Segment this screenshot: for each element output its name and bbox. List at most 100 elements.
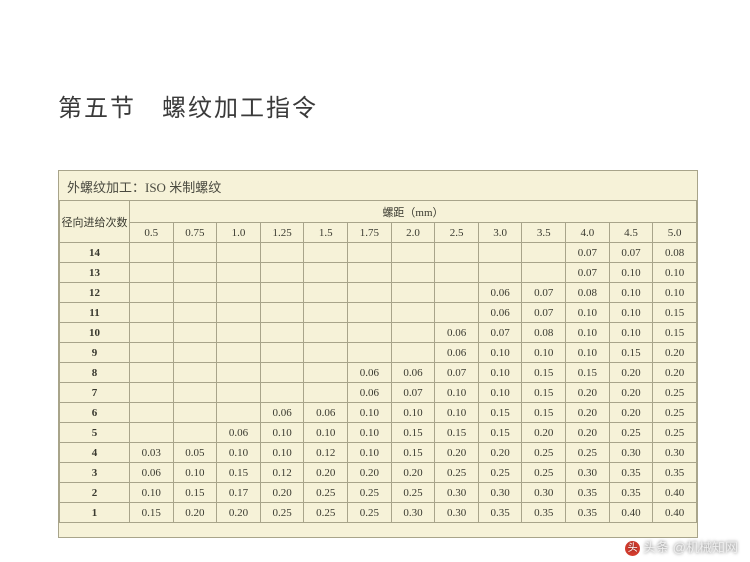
cell bbox=[217, 323, 261, 343]
table-row: 50.060.100.100.100.150.150.150.200.200.2… bbox=[60, 423, 697, 443]
cell bbox=[130, 363, 174, 383]
cell: 0.30 bbox=[435, 503, 479, 523]
cell: 0.10 bbox=[435, 403, 479, 423]
cell: 0.03 bbox=[130, 443, 174, 463]
table-row: 130.070.100.10 bbox=[60, 263, 697, 283]
cell: 0.20 bbox=[217, 503, 261, 523]
thread-feed-table: 径向进给次数 螺距（mm） 0.50.751.01.251.51.752.02.… bbox=[59, 200, 697, 523]
cell: 0.20 bbox=[391, 463, 435, 483]
cell: 0.15 bbox=[217, 463, 261, 483]
table-body: 140.070.070.08130.070.100.10120.060.070.… bbox=[60, 243, 697, 523]
table-row: 10.150.200.200.250.250.250.300.300.350.3… bbox=[60, 503, 697, 523]
cell: 0.15 bbox=[130, 503, 174, 523]
feed-count: 13 bbox=[60, 263, 130, 283]
cell: 0.10 bbox=[304, 423, 348, 443]
cell: 0.15 bbox=[391, 443, 435, 463]
cell bbox=[348, 303, 392, 323]
feed-count: 7 bbox=[60, 383, 130, 403]
cell bbox=[435, 263, 479, 283]
cell bbox=[260, 283, 304, 303]
cell bbox=[260, 243, 304, 263]
cell: 0.30 bbox=[435, 483, 479, 503]
cell: 0.10 bbox=[260, 443, 304, 463]
cell bbox=[304, 323, 348, 343]
cell bbox=[391, 283, 435, 303]
cell bbox=[260, 263, 304, 283]
table-row: 70.060.070.100.100.150.200.200.25 bbox=[60, 383, 697, 403]
feed-count: 14 bbox=[60, 243, 130, 263]
feed-count: 10 bbox=[60, 323, 130, 343]
cell bbox=[478, 263, 522, 283]
cell bbox=[173, 283, 217, 303]
cell bbox=[391, 263, 435, 283]
cell bbox=[130, 343, 174, 363]
cell: 0.30 bbox=[609, 443, 653, 463]
cell: 0.30 bbox=[478, 483, 522, 503]
pitch-col: 5.0 bbox=[653, 223, 697, 243]
cell bbox=[522, 263, 566, 283]
cell: 0.06 bbox=[478, 283, 522, 303]
cell bbox=[304, 263, 348, 283]
cell: 0.06 bbox=[348, 363, 392, 383]
cell bbox=[348, 243, 392, 263]
cell: 0.30 bbox=[522, 483, 566, 503]
cell: 0.25 bbox=[391, 483, 435, 503]
cell: 0.35 bbox=[609, 483, 653, 503]
cell: 0.15 bbox=[173, 483, 217, 503]
cell bbox=[173, 403, 217, 423]
cell bbox=[217, 243, 261, 263]
feed-count: 9 bbox=[60, 343, 130, 363]
cell: 0.15 bbox=[435, 423, 479, 443]
cell: 0.10 bbox=[478, 383, 522, 403]
cell: 0.08 bbox=[566, 283, 610, 303]
cell: 0.15 bbox=[391, 423, 435, 443]
cell: 0.20 bbox=[653, 363, 697, 383]
page-title: 第五节 螺纹加工指令 bbox=[58, 88, 318, 123]
cell bbox=[348, 283, 392, 303]
cell bbox=[260, 323, 304, 343]
cell: 0.10 bbox=[173, 463, 217, 483]
cell: 0.10 bbox=[609, 263, 653, 283]
cell bbox=[522, 243, 566, 263]
cell bbox=[217, 383, 261, 403]
pitch-col: 3.5 bbox=[522, 223, 566, 243]
cell: 0.35 bbox=[566, 503, 610, 523]
row-header-label: 径向进给次数 bbox=[60, 201, 130, 243]
cell: 0.20 bbox=[260, 483, 304, 503]
cell bbox=[130, 283, 174, 303]
cell: 0.05 bbox=[173, 443, 217, 463]
table-row: 60.060.060.100.100.100.150.150.200.200.2… bbox=[60, 403, 697, 423]
feed-count: 4 bbox=[60, 443, 130, 463]
cell: 0.25 bbox=[304, 503, 348, 523]
cell: 0.07 bbox=[566, 243, 610, 263]
cell: 0.15 bbox=[653, 323, 697, 343]
cell: 0.20 bbox=[609, 383, 653, 403]
table-subtitle: 外螺纹加工：ISO 米制螺纹 bbox=[59, 171, 697, 200]
table-row: 140.070.070.08 bbox=[60, 243, 697, 263]
cell: 0.40 bbox=[653, 483, 697, 503]
pitch-col: 1.25 bbox=[260, 223, 304, 243]
cell bbox=[260, 363, 304, 383]
cell: 0.15 bbox=[522, 363, 566, 383]
cell: 0.12 bbox=[260, 463, 304, 483]
pitch-col: 1.75 bbox=[348, 223, 392, 243]
cell: 0.10 bbox=[130, 483, 174, 503]
cell: 0.06 bbox=[435, 323, 479, 343]
thread-table-container: 外螺纹加工：ISO 米制螺纹 径向进给次数 螺距（mm） 0.50.751.01… bbox=[58, 170, 698, 538]
cell: 0.20 bbox=[653, 343, 697, 363]
pitch-header: 螺距（mm） bbox=[130, 201, 697, 223]
cell bbox=[478, 243, 522, 263]
cell: 0.10 bbox=[566, 323, 610, 343]
cell: 0.06 bbox=[260, 403, 304, 423]
cell: 0.20 bbox=[522, 423, 566, 443]
cell: 0.10 bbox=[653, 283, 697, 303]
pitch-col: 0.5 bbox=[130, 223, 174, 243]
cell: 0.35 bbox=[653, 463, 697, 483]
cell bbox=[260, 343, 304, 363]
cell: 0.25 bbox=[478, 463, 522, 483]
pitch-col: 1.0 bbox=[217, 223, 261, 243]
cell: 0.20 bbox=[304, 463, 348, 483]
cell: 0.20 bbox=[435, 443, 479, 463]
cell: 0.20 bbox=[173, 503, 217, 523]
cell bbox=[173, 323, 217, 343]
